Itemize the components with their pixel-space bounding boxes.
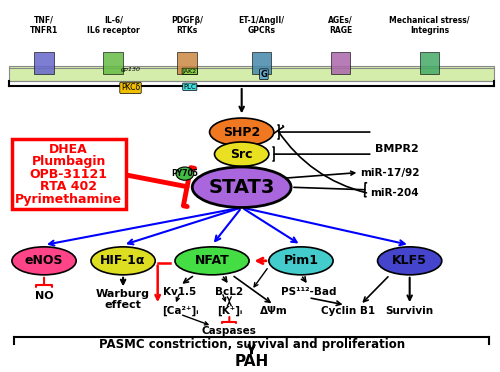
Text: AGEs/
RAGE: AGEs/ RAGE — [328, 16, 353, 35]
Ellipse shape — [269, 247, 333, 275]
Text: RTA 402: RTA 402 — [40, 180, 97, 193]
Bar — [252, 52, 272, 74]
Text: Src: Src — [230, 148, 253, 161]
Text: Plumbagin: Plumbagin — [32, 155, 106, 169]
Text: PY705: PY705 — [172, 169, 198, 178]
Text: BMPR2: BMPR2 — [375, 144, 419, 154]
Text: Kv1.5: Kv1.5 — [164, 287, 196, 297]
Ellipse shape — [210, 118, 274, 146]
Text: Mechanical stress/
Integrins: Mechanical stress/ Integrins — [389, 16, 469, 35]
Text: miR-17/92: miR-17/92 — [360, 167, 420, 177]
Text: KLF5: KLF5 — [392, 254, 427, 267]
Text: Caspases: Caspases — [202, 326, 257, 336]
Text: NO: NO — [34, 291, 54, 301]
Ellipse shape — [175, 247, 249, 275]
Ellipse shape — [192, 167, 291, 208]
Bar — [330, 52, 350, 74]
Text: PAH: PAH — [234, 354, 268, 369]
Bar — [34, 52, 54, 74]
Text: PS¹¹²-Bad: PS¹¹²-Bad — [280, 287, 336, 297]
Text: PDGFβ/
RTKs: PDGFβ/ RTKs — [172, 16, 203, 35]
Ellipse shape — [12, 247, 76, 275]
Text: IL-6/
IL6 receptor: IL-6/ IL6 receptor — [87, 16, 140, 35]
Text: PLC: PLC — [184, 84, 196, 90]
Text: SHP2: SHP2 — [223, 125, 260, 138]
Ellipse shape — [91, 247, 155, 275]
Text: eNOS: eNOS — [25, 254, 64, 267]
Text: PKCδ: PKCδ — [121, 83, 140, 92]
Bar — [10, 66, 494, 80]
Text: Survivin: Survivin — [386, 306, 434, 316]
Text: PASMC constriction, survival and proliferation: PASMC constriction, survival and prolife… — [98, 338, 405, 351]
Text: Cyclin B1: Cyclin B1 — [321, 306, 375, 316]
Text: OPB-31121: OPB-31121 — [30, 168, 108, 181]
Text: ET-1/AngII/
GPCRs: ET-1/AngII/ GPCRs — [238, 16, 284, 35]
Bar — [178, 52, 197, 74]
Text: [K⁺]ᵢ: [K⁺]ᵢ — [216, 306, 242, 317]
Text: Warburg
effect: Warburg effect — [96, 289, 150, 310]
Text: Pyrimethamine: Pyrimethamine — [15, 193, 122, 206]
Ellipse shape — [214, 142, 269, 166]
Text: [Ca²⁺]ᵢ: [Ca²⁺]ᵢ — [162, 306, 198, 317]
Text: TNF/
TNFR1: TNF/ TNFR1 — [30, 16, 58, 35]
Text: miR-204: miR-204 — [370, 189, 419, 199]
Text: gp130: gp130 — [120, 67, 141, 72]
Bar — [420, 52, 440, 74]
Text: JAK2: JAK2 — [182, 69, 197, 74]
FancyBboxPatch shape — [12, 140, 126, 209]
Text: Pim1: Pim1 — [284, 254, 318, 267]
Bar — [104, 52, 123, 74]
Text: DHEA: DHEA — [50, 143, 88, 156]
Text: HIF-1α: HIF-1α — [100, 254, 146, 267]
Text: ΔΨm: ΔΨm — [260, 306, 287, 316]
Text: STAT3: STAT3 — [208, 178, 275, 197]
Ellipse shape — [378, 247, 442, 275]
Circle shape — [176, 167, 194, 180]
Text: NFAT: NFAT — [194, 254, 230, 267]
Text: BcL2: BcL2 — [216, 287, 244, 297]
Text: G: G — [260, 70, 268, 79]
